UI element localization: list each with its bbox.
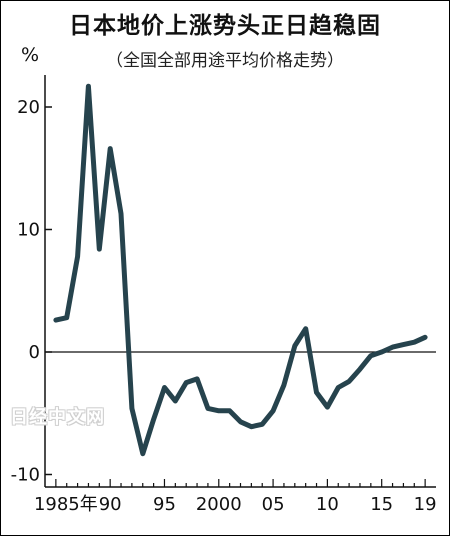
data-series <box>53 83 428 457</box>
x-tick-label: 90 <box>99 494 122 515</box>
x-tick-label: 19 <box>414 494 437 515</box>
chart-subtitle: （全国全部用途平均价格走势） <box>106 51 344 71</box>
x-tick-label: 15 <box>370 494 393 515</box>
x-axis-ticks: 1985年 90 95 2000 05 10 15 19 <box>34 479 437 515</box>
y-tick-label: 20 <box>17 97 40 118</box>
chart-title: 日本地价上涨势头正日趋稳固 <box>69 13 381 39</box>
x-tick-label: 10 <box>316 494 339 515</box>
x-tick-label: 1985年 <box>34 494 98 515</box>
x-tick-label: 95 <box>153 494 176 515</box>
x-tick-label: 2000 <box>196 494 242 515</box>
watermark-logo: 日经中文网 <box>10 407 105 428</box>
y-tick-label: -10 <box>11 465 40 486</box>
y-axis-ticks: 20 10 0 -10 <box>11 97 52 486</box>
y-tick-label: 0 <box>29 342 40 363</box>
x-tick-label: 05 <box>262 494 285 515</box>
series-line <box>53 83 428 457</box>
y-axis-unit-label: % <box>21 44 40 66</box>
y-tick-label: 10 <box>17 220 40 241</box>
